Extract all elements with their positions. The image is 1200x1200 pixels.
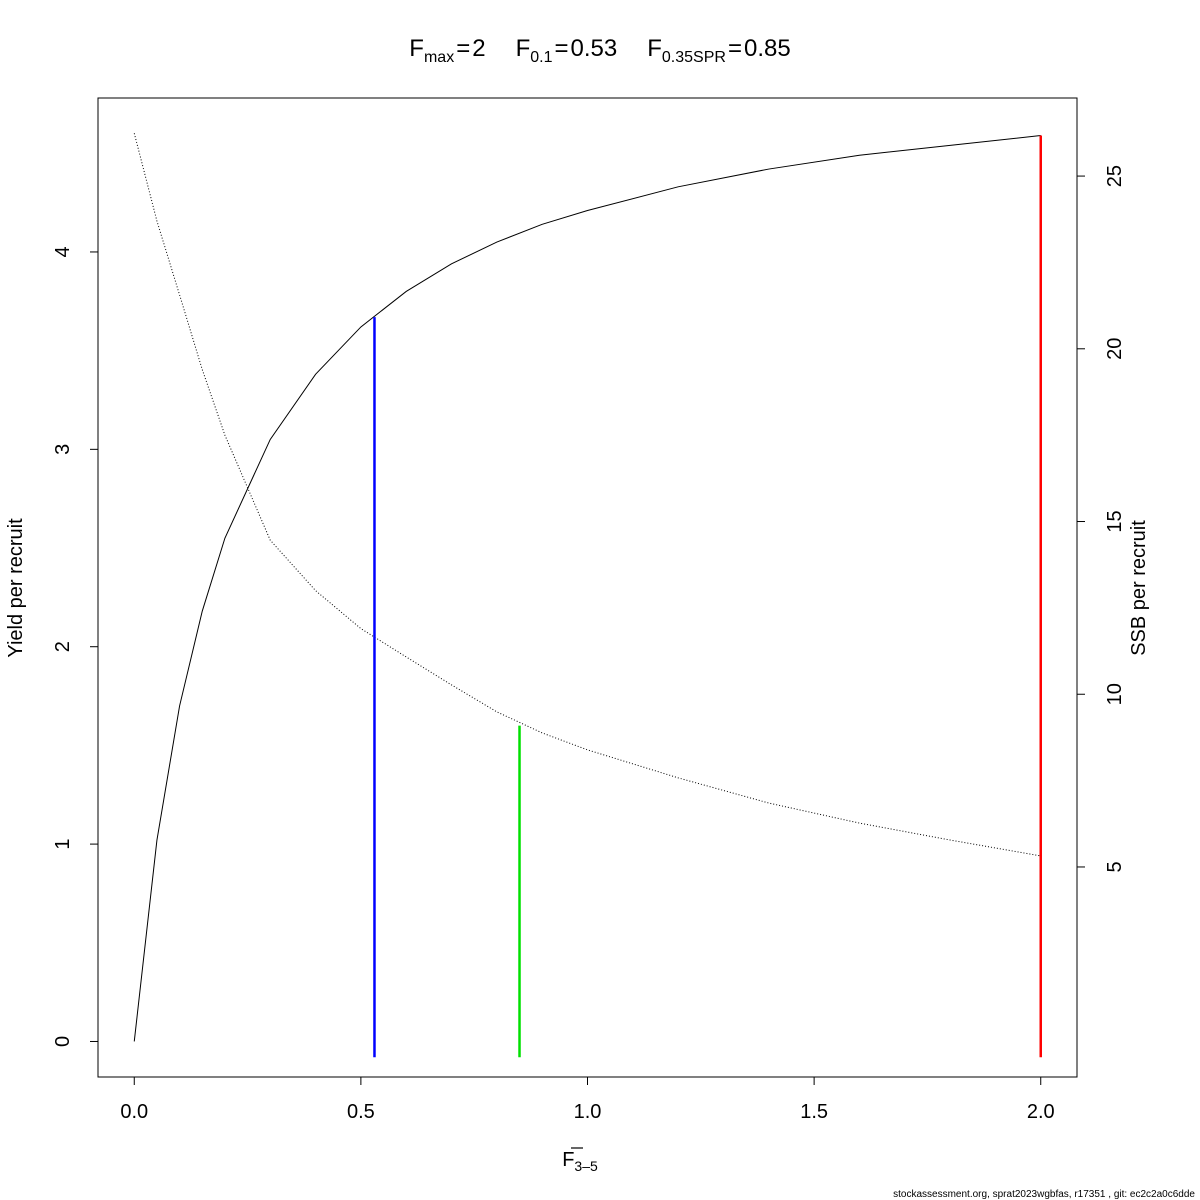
plot-frame bbox=[97, 97, 1078, 1078]
y2-tick-label: 20 bbox=[1104, 338, 1126, 360]
title-sep: = bbox=[456, 35, 470, 62]
x-label-subscript: 3–5 bbox=[574, 1158, 598, 1174]
chart-title: Fmax=2 F0.1=0.53 F0.35SPR=0.85 bbox=[409, 35, 790, 66]
y-tick-label: 4 bbox=[52, 246, 74, 257]
x-tick-label: 0.0 bbox=[120, 1101, 148, 1123]
y2-tick-label: 25 bbox=[1104, 165, 1126, 187]
curve bbox=[133, 133, 1041, 857]
title-sep: = bbox=[728, 35, 742, 62]
y-tick-label: 1 bbox=[52, 839, 74, 850]
y2-tick-label: 15 bbox=[1104, 510, 1126, 532]
title-symbol: F bbox=[409, 35, 424, 62]
title-subscript: 0.1 bbox=[530, 49, 552, 66]
title-value: 2 bbox=[472, 35, 485, 62]
footer: stockassessment.org, sprat2023wgbfas, r1… bbox=[893, 1189, 1195, 1200]
x-tick-label: 1.5 bbox=[800, 1101, 828, 1123]
y2-axis-label: SSB per recruit bbox=[1128, 520, 1150, 656]
title-value: 0.85 bbox=[744, 35, 791, 62]
title-subscript: 0.35SPR bbox=[662, 49, 726, 66]
title-sep: = bbox=[555, 35, 569, 62]
y-tick-label: 0 bbox=[52, 1036, 74, 1047]
curve bbox=[133, 135, 1041, 1042]
title-subscript: max bbox=[424, 49, 454, 66]
y-tick-label: 3 bbox=[52, 444, 74, 455]
y2-tick-label: 5 bbox=[1104, 861, 1126, 872]
x-tick-label: 0.5 bbox=[347, 1101, 375, 1123]
title-symbol: F bbox=[516, 35, 531, 62]
y-axis-label: Yield per recruit bbox=[5, 518, 27, 658]
x-axis-label: F3–5 bbox=[562, 1149, 598, 1174]
y-tick-label: 2 bbox=[52, 641, 74, 652]
y2-tick-label: 10 bbox=[1104, 683, 1126, 705]
title-value: 0.53 bbox=[571, 35, 618, 62]
title-symbol: F bbox=[647, 35, 662, 62]
x-tick-label: 2.0 bbox=[1027, 1101, 1055, 1123]
x-label-symbol: F bbox=[562, 1149, 574, 1171]
x-tick-label: 1.0 bbox=[574, 1101, 602, 1123]
